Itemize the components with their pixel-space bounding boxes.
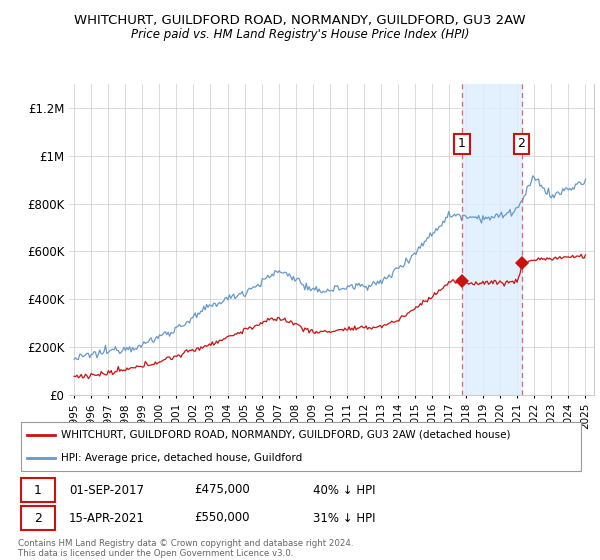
FancyBboxPatch shape [21,422,581,471]
Text: HPI: Average price, detached house, Guildford: HPI: Average price, detached house, Guil… [61,453,302,463]
Text: Contains HM Land Registry data © Crown copyright and database right 2024.
This d: Contains HM Land Registry data © Crown c… [18,539,353,558]
FancyBboxPatch shape [21,478,55,502]
Text: 1: 1 [458,137,466,150]
Text: WHITCHURT, GUILDFORD ROAD, NORMANDY, GUILDFORD, GU3 2AW (detached house): WHITCHURT, GUILDFORD ROAD, NORMANDY, GUI… [61,430,510,440]
Text: 2: 2 [34,511,42,525]
Text: £550,000: £550,000 [194,511,249,525]
Text: 15-APR-2021: 15-APR-2021 [69,511,145,525]
Text: Price paid vs. HM Land Registry's House Price Index (HPI): Price paid vs. HM Land Registry's House … [131,28,469,41]
Text: 40% ↓ HPI: 40% ↓ HPI [313,483,376,497]
Text: 01-SEP-2017: 01-SEP-2017 [69,483,144,497]
Text: 2: 2 [518,137,526,150]
Bar [462,84,521,395]
Text: WHITCHURT, GUILDFORD ROAD, NORMANDY, GUILDFORD, GU3 2AW: WHITCHURT, GUILDFORD ROAD, NORMANDY, GUI… [74,14,526,27]
Text: £475,000: £475,000 [194,483,250,497]
Text: 31% ↓ HPI: 31% ↓ HPI [313,511,376,525]
FancyBboxPatch shape [21,506,55,530]
Text: 1: 1 [34,483,42,497]
